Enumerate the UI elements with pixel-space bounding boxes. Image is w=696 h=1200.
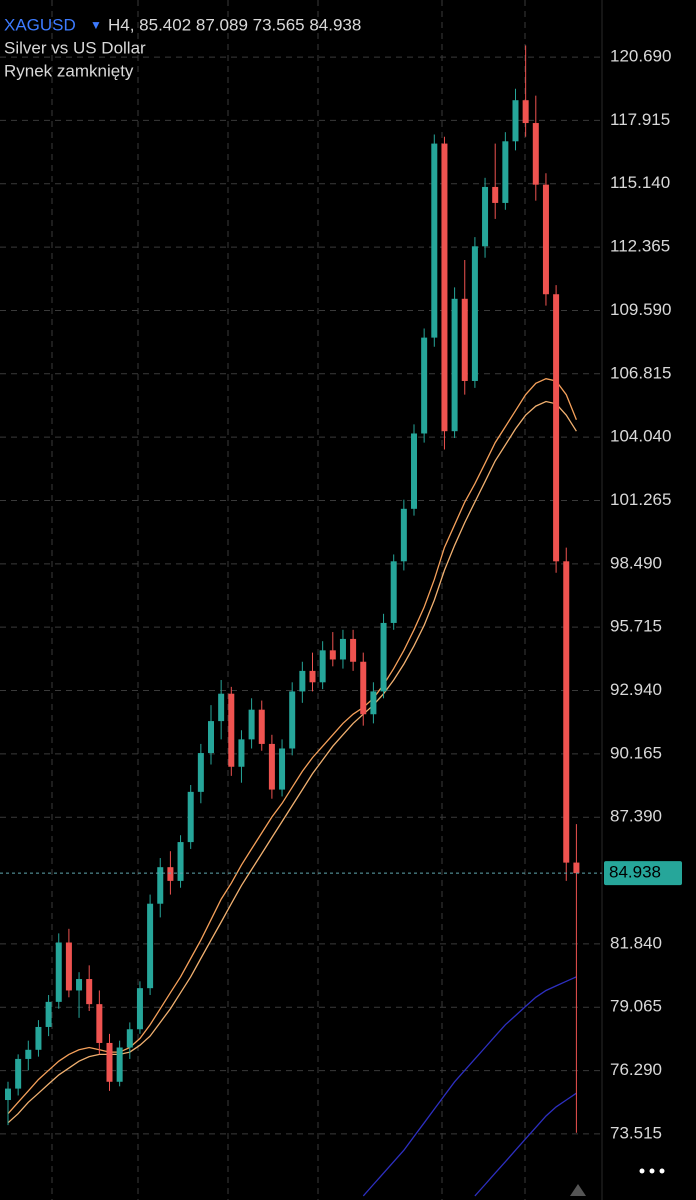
- candle-body: [522, 100, 529, 124]
- candle-body: [482, 186, 489, 247]
- candle-body: [136, 988, 143, 1030]
- chart-title: Silver vs US Dollar: [4, 38, 146, 57]
- candle-body: [309, 670, 316, 683]
- candle-body: [177, 842, 184, 881]
- y-tick-label: 98.490: [610, 553, 662, 572]
- y-tick-label: 76.290: [610, 1060, 662, 1079]
- candle-body: [319, 650, 326, 683]
- candle-body: [563, 561, 570, 863]
- y-tick-label: 101.265: [610, 490, 671, 509]
- candle-body: [339, 638, 346, 660]
- symbol-dropdown[interactable]: ▼: [90, 18, 102, 32]
- candle-body: [147, 903, 154, 989]
- moving-average: [7, 400, 577, 1124]
- moving-average: [474, 1092, 577, 1197]
- candle-body: [573, 862, 580, 874]
- dot: [659, 1168, 665, 1174]
- scroll-marker[interactable]: [570, 1184, 586, 1196]
- candle-body: [238, 739, 245, 767]
- candle-body: [25, 1049, 32, 1059]
- candle-body: [431, 143, 438, 338]
- price-label: 84.938: [609, 863, 661, 882]
- y-tick-label: 115.140: [610, 173, 670, 192]
- candle-body: [15, 1058, 22, 1089]
- candle-body: [86, 979, 93, 1005]
- candle-body: [167, 867, 174, 881]
- ohlc-header: H4, 85.402 87.089 73.565 84.938: [108, 15, 361, 34]
- candle-body: [228, 693, 235, 767]
- candle-body: [248, 709, 255, 740]
- candle-body: [268, 743, 275, 790]
- candle-body: [106, 1042, 113, 1082]
- candle-body: [258, 709, 265, 744]
- candle-body: [532, 123, 539, 185]
- dot: [649, 1168, 655, 1174]
- candle-body: [411, 433, 417, 509]
- candle-body: [5, 1088, 11, 1101]
- candle-body: [492, 186, 499, 203]
- candle-body: [208, 721, 214, 754]
- candle-body: [370, 691, 377, 715]
- candle-body: [187, 791, 194, 843]
- plot: 120.690 117.915 115.140 112.365 109.590 106.8…: [0, 45, 682, 1197]
- symbol[interactable]: XAGUSD: [4, 15, 76, 34]
- candle-body: [197, 753, 204, 792]
- candle-body: [502, 141, 509, 203]
- y-tick-label: 81.840: [610, 933, 662, 952]
- y-tick-label: 120.690: [610, 47, 671, 66]
- more-button[interactable]: [639, 1168, 665, 1174]
- y-tick-label: 104.040: [610, 427, 671, 446]
- candle-body: [218, 693, 225, 722]
- y-tick-label: 109.590: [610, 300, 671, 319]
- candle-body: [35, 1026, 42, 1050]
- candle-body: [350, 638, 357, 662]
- candle-body: [553, 294, 560, 562]
- candle-body: [542, 184, 549, 295]
- candle-body: [329, 650, 336, 660]
- candle-body: [157, 867, 164, 904]
- candle-body: [55, 942, 62, 1002]
- candle-body: [390, 561, 397, 623]
- y-tick-label: 112.365: [610, 237, 670, 256]
- candle-body: [96, 1004, 103, 1043]
- y-tick-label: 79.065: [610, 997, 662, 1016]
- dot: [639, 1168, 645, 1174]
- candle-body: [299, 670, 306, 692]
- candle-body: [471, 246, 478, 381]
- y-tick-label: 73.515: [610, 1123, 662, 1142]
- candle-body: [441, 143, 448, 432]
- candle-body: [451, 298, 458, 432]
- candle-body: [289, 691, 296, 749]
- market-status: Rynek zamknięty: [4, 61, 134, 80]
- candle-body: [279, 748, 286, 790]
- candle-body: [400, 508, 407, 562]
- candle-body: [76, 979, 83, 991]
- moving-average: [7, 378, 578, 1115]
- candle-body: [360, 661, 367, 715]
- candle-body: [65, 942, 72, 991]
- y-tick-label: 87.390: [610, 807, 662, 826]
- moving-average: [362, 976, 577, 1197]
- candle-body: [421, 337, 428, 434]
- candle-body: [126, 1029, 133, 1048]
- candle-body: [512, 100, 519, 142]
- price-label-box: [604, 861, 682, 886]
- y-tick-label: 92.940: [610, 680, 662, 699]
- y-tick-label: 90.165: [610, 743, 662, 762]
- y-tick-label: 106.815: [610, 363, 671, 382]
- y-tick-label: 117.915: [610, 110, 670, 129]
- candle-body: [45, 1001, 52, 1027]
- candle-body: [116, 1047, 123, 1082]
- candle-body: [461, 298, 468, 381]
- y-tick-label: 95.715: [610, 617, 662, 636]
- candle-body: [380, 622, 387, 692]
- time-grid: [51, 0, 603, 1200]
